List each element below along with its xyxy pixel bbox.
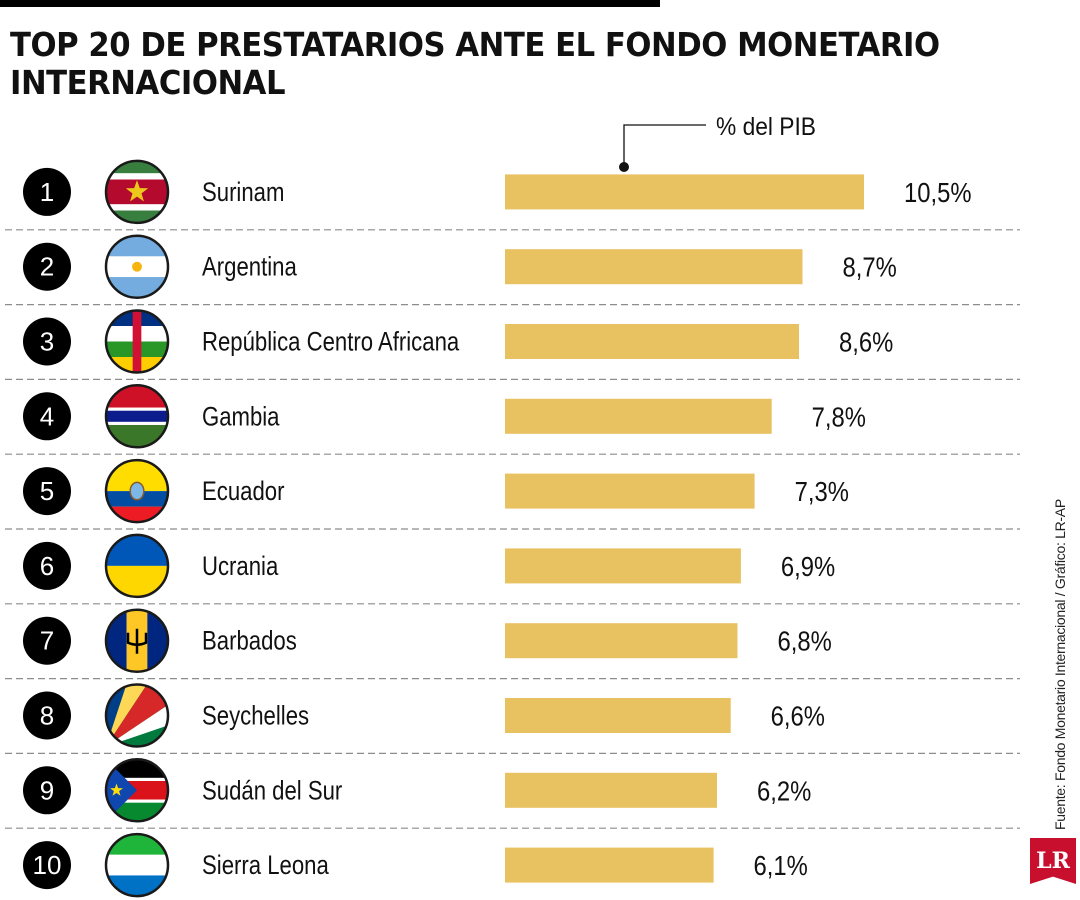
rank-badge	[23, 766, 71, 815]
bar	[505, 847, 714, 883]
category-label: Sierra Leona	[202, 850, 330, 880]
rank-badge	[23, 317, 71, 366]
category-label: Gambia	[202, 401, 280, 431]
value-label: 6,8%	[777, 626, 831, 657]
bar	[505, 398, 772, 434]
category-label: Ucrania	[202, 551, 279, 581]
rank-badge	[23, 167, 71, 216]
south-sudan-flag-icon	[104, 758, 170, 823]
bar	[505, 324, 799, 359]
chart-title: TOP 20 DE PRESTATARIOS ANTE EL FONDO MON…	[10, 25, 940, 102]
rank-badge	[23, 841, 71, 890]
lr-logo: LR	[1030, 838, 1076, 884]
seychelles-flag-icon	[104, 683, 170, 748]
rank-number: 5	[40, 476, 54, 506]
rank-number: 7	[40, 626, 54, 656]
argentina-flag-icon	[104, 234, 170, 299]
rank-number: 8	[40, 701, 54, 731]
bar	[505, 698, 731, 733]
chart-row: 6 Ucrania 6,9%	[5, 533, 1020, 605]
value-label: 7,8%	[812, 401, 866, 432]
category-label: República Centro Africana	[202, 327, 460, 357]
category-label: Ecuador	[202, 476, 285, 506]
value-label: 10,5%	[904, 177, 972, 208]
chart-row: 9 Sudán del Sur 6,2%	[5, 758, 1020, 829]
value-label: 6,9%	[781, 551, 835, 582]
chart-row: 3 República Centro Africana 8,6%	[5, 309, 1020, 380]
category-label: Barbados	[202, 626, 297, 656]
category-label: Argentina	[202, 252, 298, 282]
chart-row: 10 Sierra Leona 6,1%	[23, 832, 808, 898]
bar	[505, 623, 738, 659]
chart-row: 7 Barbados 6,8%	[5, 608, 1020, 680]
chart-row: 8 Seychelles 6,6%	[5, 683, 1020, 755]
ukraine-flag-icon	[104, 533, 170, 599]
bar	[505, 772, 717, 808]
chart-row: 4 Gambia 7,8%	[5, 384, 1020, 455]
surinam-flag-icon	[104, 159, 170, 225]
series-label-annotation: % del PIB	[619, 113, 816, 172]
value-label: 6,6%	[771, 701, 825, 732]
ecuador-flag-icon	[104, 458, 170, 524]
sierra-leone-flag-icon	[104, 832, 170, 898]
top-rule	[0, 0, 660, 7]
chart-row: 5 Ecuador 7,3%	[5, 458, 1020, 530]
rank-badge	[23, 392, 71, 441]
bar	[505, 249, 803, 285]
rank-number: 4	[40, 401, 54, 431]
rank-number: 6	[40, 551, 54, 581]
bar	[505, 548, 741, 584]
bar	[505, 473, 755, 509]
bar	[505, 174, 864, 210]
rank-number: 3	[40, 327, 54, 357]
gambia-flag-icon	[104, 384, 170, 449]
series-label: % del PIB	[716, 113, 816, 141]
value-label: 6,2%	[757, 775, 811, 806]
source-note: Fuente: Fondo Monetario Internacional / …	[1052, 499, 1068, 830]
barbados-flag-icon	[104, 608, 170, 673]
chart-row: 1 Surinam 10,5%	[5, 159, 1020, 231]
rank-number: 1	[40, 177, 54, 207]
chart-row: 2 Argentina 8,7%	[5, 234, 1020, 306]
rank-badge	[23, 616, 71, 665]
rank-badge	[23, 242, 71, 291]
category-label: Surinam	[202, 177, 284, 207]
category-label: Sudán del Sur	[202, 775, 342, 805]
value-label: 8,7%	[842, 252, 896, 283]
rank-badge	[23, 691, 71, 740]
category-label: Seychelles	[202, 701, 309, 731]
rank-number: 10	[33, 850, 62, 880]
rank-badge	[23, 541, 71, 590]
rank-number: 2	[40, 252, 54, 282]
value-label: 6,1%	[754, 850, 808, 881]
rank-number: 9	[40, 775, 54, 805]
rank-badge	[23, 467, 71, 516]
central-african-republic-flag-icon	[104, 309, 170, 374]
value-label: 8,6%	[839, 327, 893, 358]
value-label: 7,3%	[795, 476, 849, 507]
